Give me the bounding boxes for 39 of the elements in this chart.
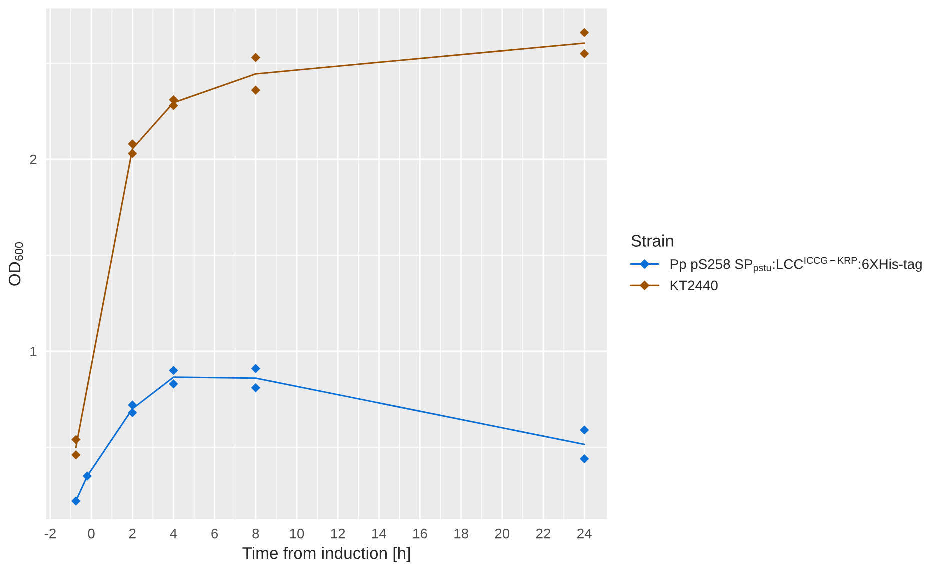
x-tick-label: 24 <box>578 528 592 539</box>
x-tick-label: 16 <box>414 528 428 539</box>
point <box>580 426 590 435</box>
point <box>580 454 590 464</box>
point <box>580 49 590 59</box>
point <box>82 472 92 481</box>
x-tick-label: 18 <box>454 528 468 539</box>
point <box>580 28 590 38</box>
point <box>251 364 260 374</box>
x-tick-label: 6 <box>212 528 218 539</box>
point <box>251 86 260 95</box>
point <box>128 408 138 418</box>
x-tick-label: 4 <box>170 529 178 539</box>
point <box>251 53 260 62</box>
x-tick-label: 20 <box>495 528 510 539</box>
point <box>72 450 81 460</box>
line-series <box>75 42 586 448</box>
x-tick-label: 2 <box>129 528 136 539</box>
x-tick-label: 0 <box>88 528 95 539</box>
legend-label: KT2440 <box>670 280 718 291</box>
point <box>169 366 178 376</box>
y-tick-label: 1 <box>30 346 37 357</box>
point <box>128 400 138 410</box>
point <box>251 383 260 393</box>
x-tick-label: 22 <box>536 528 551 539</box>
x-tick-label: -2 <box>44 528 56 539</box>
point <box>128 149 138 158</box>
point <box>128 140 138 149</box>
x-tick-label: 10 <box>290 528 304 539</box>
x-axis-title: Time from induction [h] <box>242 547 410 563</box>
legend-title: Strain <box>632 234 674 247</box>
y-axis-title: OD$_{600}$ <box>8 242 24 286</box>
point <box>72 435 81 444</box>
point <box>169 380 178 389</box>
x-tick-label: 12 <box>331 528 346 539</box>
legend-label: Pp pS258 SP$_{pstu}$:LCC$^{ICCG−KRP}$:6XHis-tag <box>670 257 922 274</box>
x-tick-label: 14 <box>372 529 386 539</box>
point <box>72 496 81 506</box>
x-tick-label: 8 <box>252 528 260 539</box>
